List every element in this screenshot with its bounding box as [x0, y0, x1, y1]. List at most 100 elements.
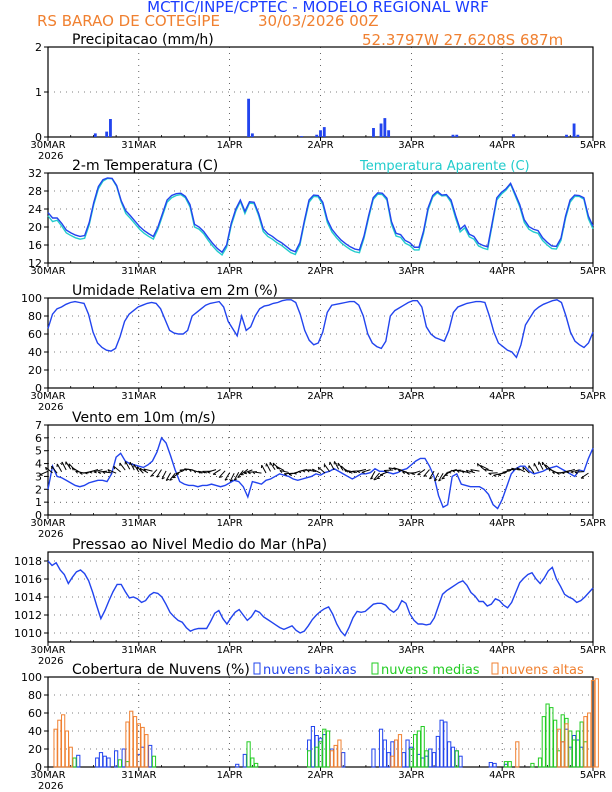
temp-series-line	[47, 177, 594, 256]
temp-ytick-label: 16	[28, 239, 42, 252]
cloud-bar	[98, 752, 104, 768]
wind-arrow-head	[75, 470, 78, 474]
chart-title: MCTIC/INPE/CPTEC - MODELO REGIONAL WRF	[147, 0, 489, 16]
pressure-xtick-label: 2APR	[307, 645, 333, 656]
wind-arrow-head	[93, 471, 97, 474]
wind-arrow	[252, 471, 262, 474]
cloud-bar	[117, 759, 123, 768]
cloud-bar	[318, 741, 323, 768]
wind-arrow-head	[275, 466, 279, 470]
wind-arrow-head	[423, 475, 427, 477]
precip-panel: 0 1 2 30MAR 31MAR 1APR 2APR 3APR 4APR 5APR 2026 Pre…	[30, 32, 606, 162]
wind-arrow	[276, 465, 285, 472]
cloud-bar	[329, 750, 334, 768]
precip-xtick-label: 1APR	[217, 140, 243, 151]
cloud-bar	[594, 678, 599, 768]
wind-arrow-head	[548, 468, 551, 472]
wind-ytick-label: 7	[35, 419, 42, 432]
wind-arrow-head	[97, 471, 101, 474]
wind-arrow	[65, 461, 72, 470]
wind-arrow	[150, 469, 158, 477]
cloud-bar	[556, 728, 562, 768]
precip-ytick-label: 2	[35, 41, 42, 54]
wind-arrows	[39, 461, 589, 482]
wind-arrow-head	[544, 464, 547, 468]
pressure-xtick-label: 31MAR	[121, 645, 156, 656]
pressure-ytick-label: 1016	[14, 573, 42, 586]
humidity-series-line	[47, 299, 594, 359]
precip-bar	[576, 134, 580, 137]
precip-bar	[250, 133, 254, 137]
cloud-bar	[382, 739, 387, 768]
temp-xtick-label: 3APR	[398, 266, 424, 277]
wind-arrow-head	[397, 469, 401, 473]
cloud-legend-swatch	[371, 662, 379, 675]
clouds-xtick-label: 1APR	[217, 770, 243, 781]
cloud-bar	[503, 761, 509, 768]
wind-xtick-label: 4APR	[489, 518, 515, 529]
cloud-bar	[132, 716, 138, 768]
wind-arrow-head	[388, 467, 392, 471]
clouds-xtick-label: 3APR	[398, 770, 424, 781]
station-coords: 52.3797W 27.6208S 687m	[362, 31, 563, 49]
wind-arrow-head	[197, 470, 201, 474]
wind-arrow-head	[184, 468, 187, 472]
temp-ytick-label: 24	[28, 203, 42, 216]
wind-arrow	[429, 470, 435, 480]
cloud-bar	[409, 748, 414, 768]
wind-arrow	[61, 461, 67, 471]
wind-ytick-label: 0	[35, 509, 42, 522]
wind-arrow	[570, 469, 580, 473]
wind-arrow-head	[143, 468, 147, 472]
wind-arrow-head	[406, 472, 410, 476]
cloud-bar	[322, 728, 327, 768]
wind-arrow-head	[84, 472, 88, 475]
wind-arrow-head	[202, 470, 206, 474]
wind-arrow	[502, 469, 512, 473]
wind-arrow	[240, 468, 249, 476]
temp-series-line	[47, 177, 594, 254]
wind-arrow	[528, 465, 535, 474]
precip-ytick-label: 0	[35, 131, 42, 144]
humidity-frame	[47, 297, 594, 389]
temp-ytick-label: 12	[28, 257, 42, 270]
cloud-bar	[310, 726, 316, 768]
wind-arrow-head	[561, 472, 565, 475]
humidity-xtick-label: 1APR	[217, 391, 243, 402]
wind-arrow-head	[288, 473, 292, 477]
pressure-ytick-label: 1018	[14, 555, 42, 568]
wind-arrow	[243, 469, 253, 474]
precip-bar	[315, 134, 319, 137]
wind-arrow-head	[511, 467, 514, 471]
wind-arrow	[261, 464, 267, 474]
clouds-xtick-label: 31MAR	[121, 770, 156, 781]
wind-arrow	[165, 472, 172, 481]
wind-arrow-head	[488, 472, 492, 476]
pressure-series-line	[47, 560, 594, 637]
wind-ytick-label: 5	[35, 445, 42, 458]
cloud-bar	[121, 748, 126, 768]
wind-arrow-head	[522, 466, 525, 471]
wind-arrow-head	[317, 466, 320, 471]
wind-xtick-label: 1APR	[217, 518, 243, 529]
wind-arrow	[133, 464, 140, 473]
precip-bar	[105, 131, 109, 137]
wind-arrow	[175, 469, 185, 475]
wind-arrow	[461, 470, 471, 474]
wind-arrow-head	[311, 468, 315, 472]
cloud-bar	[140, 726, 145, 768]
wind-arrow	[265, 463, 271, 472]
wind-ytick-label: 2	[35, 483, 42, 496]
wind-xtick-label: 31MAR	[121, 518, 156, 529]
wind-arrow-head	[156, 475, 160, 478]
wind-arrow-head	[438, 479, 442, 482]
wind-arrow-head	[340, 465, 343, 470]
cloud-bar	[68, 746, 73, 768]
clouds-ytick-label: 40	[28, 725, 42, 738]
wind-arrow-head	[297, 471, 302, 474]
wind-arrow-head	[302, 470, 306, 473]
clouds-panel: 0 20 40 60 80 100 30MAR 31MAR 1APR 2APR 3APR 4APR 5A…	[21, 662, 606, 792]
wind-arrow-head	[373, 478, 377, 481]
wind-arrow	[156, 469, 162, 478]
